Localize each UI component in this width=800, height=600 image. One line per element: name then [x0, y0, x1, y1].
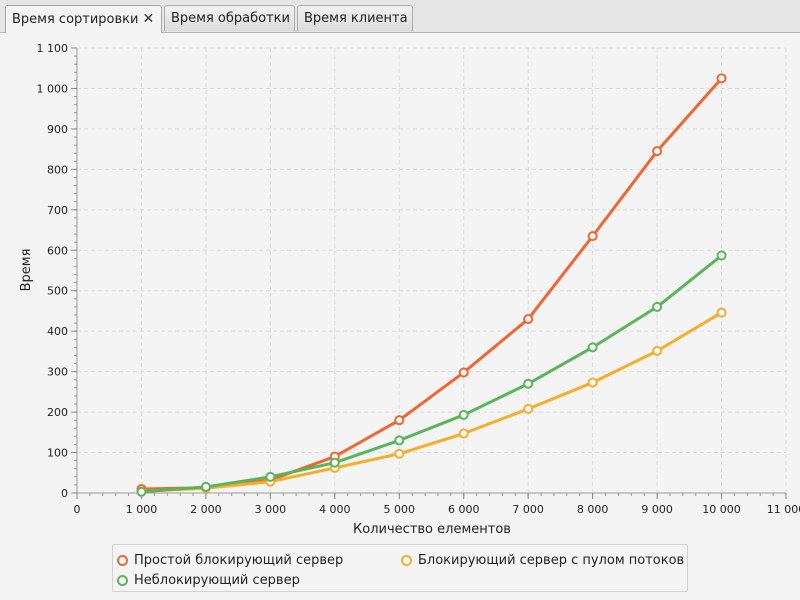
x-tick-label: 0: [74, 503, 81, 516]
tab-client-time[interactable]: Время клиента: [297, 5, 413, 31]
legend-label: Неблокирующий сервер: [134, 573, 300, 588]
y-tick-label: 700: [47, 204, 68, 217]
data-point-0: [587, 231, 598, 242]
data-point-1: [716, 307, 727, 318]
tab-label: Время обработки: [171, 11, 290, 26]
legend-marker-icon: [117, 555, 128, 566]
legend: Простой блокирующий сервер Блокирующий с…: [112, 544, 688, 592]
tab-label: Время клиента: [304, 11, 408, 26]
data-point-1: [652, 346, 663, 357]
y-tick-label: 900: [47, 123, 68, 136]
y-tick-label: 300: [47, 366, 68, 379]
legend-item-thread-pool: Блокирующий сервер с пулом потоков: [401, 553, 684, 568]
legend-label: Блокирующий сервер с пулом потоков: [418, 553, 685, 568]
data-point-2: [136, 486, 147, 497]
x-tick-label: 8 000: [577, 503, 609, 516]
legend-marker-icon: [401, 555, 412, 566]
data-point-1: [458, 428, 469, 439]
data-point-1: [587, 377, 598, 388]
x-tick-label: 3 000: [255, 503, 287, 516]
x-tick-label: 2 000: [190, 503, 222, 516]
data-point-2: [394, 435, 405, 446]
data-point-0: [716, 73, 727, 84]
legend-item-nonblocking: Неблокирующий сервер: [117, 573, 300, 588]
data-point-2: [652, 301, 663, 312]
y-tick-label: 500: [47, 285, 68, 298]
x-tick-label: 4 000: [319, 503, 351, 516]
y-tick-label: 0: [61, 487, 68, 500]
y-tick-label: 400: [47, 325, 68, 338]
x-tick-label: 6 000: [448, 503, 480, 516]
data-point-2: [716, 250, 727, 261]
x-tick-label: 1 000: [126, 503, 158, 516]
data-point-2: [265, 471, 276, 482]
y-tick-label: 800: [47, 163, 68, 176]
data-point-2: [458, 409, 469, 420]
legend-marker-icon: [117, 575, 128, 586]
close-icon[interactable]: ✕: [142, 11, 155, 27]
x-tick-label: 10 000: [702, 503, 741, 516]
series-group: [136, 73, 727, 497]
data-point-0: [458, 367, 469, 378]
data-point-0: [523, 314, 534, 325]
y-tick-label: 100: [47, 447, 68, 460]
tab-label: Время сортировки: [12, 12, 139, 27]
x-tick-label: 9 000: [641, 503, 673, 516]
y-tick-label: 200: [47, 406, 68, 419]
legend-label: Простой блокирующий сервер: [134, 553, 344, 568]
x-tick-label: 11 000: [767, 503, 800, 516]
tab-bar: Время сортировки ✕ Время обработки Время …: [0, 0, 800, 33]
grid: [77, 47, 787, 493]
tab-sort-time[interactable]: Время сортировки ✕: [5, 5, 162, 33]
series-line-1: [141, 311, 723, 493]
x-tick-label: 5 000: [384, 503, 416, 516]
legend-item-simple-blocking: Простой блокирующий сервер: [117, 553, 343, 568]
data-point-0: [652, 146, 663, 157]
data-point-2: [523, 378, 534, 389]
y-tick-label: 600: [47, 244, 68, 257]
data-point-2: [329, 457, 340, 468]
data-point-1: [523, 403, 534, 414]
x-axis-label: Количество елементов: [353, 522, 511, 537]
y-tick-label: 1 100: [37, 42, 69, 55]
data-point-1: [394, 448, 405, 459]
data-point-2: [200, 481, 211, 492]
y-tick-label: 1 000: [37, 82, 69, 95]
y-axis-label: Время: [19, 249, 34, 292]
data-point-0: [394, 415, 405, 426]
data-point-2: [587, 342, 598, 353]
tab-processing-time[interactable]: Время обработки: [164, 5, 295, 31]
series-line-2: [141, 254, 723, 494]
x-tick-label: 7 000: [512, 503, 544, 516]
